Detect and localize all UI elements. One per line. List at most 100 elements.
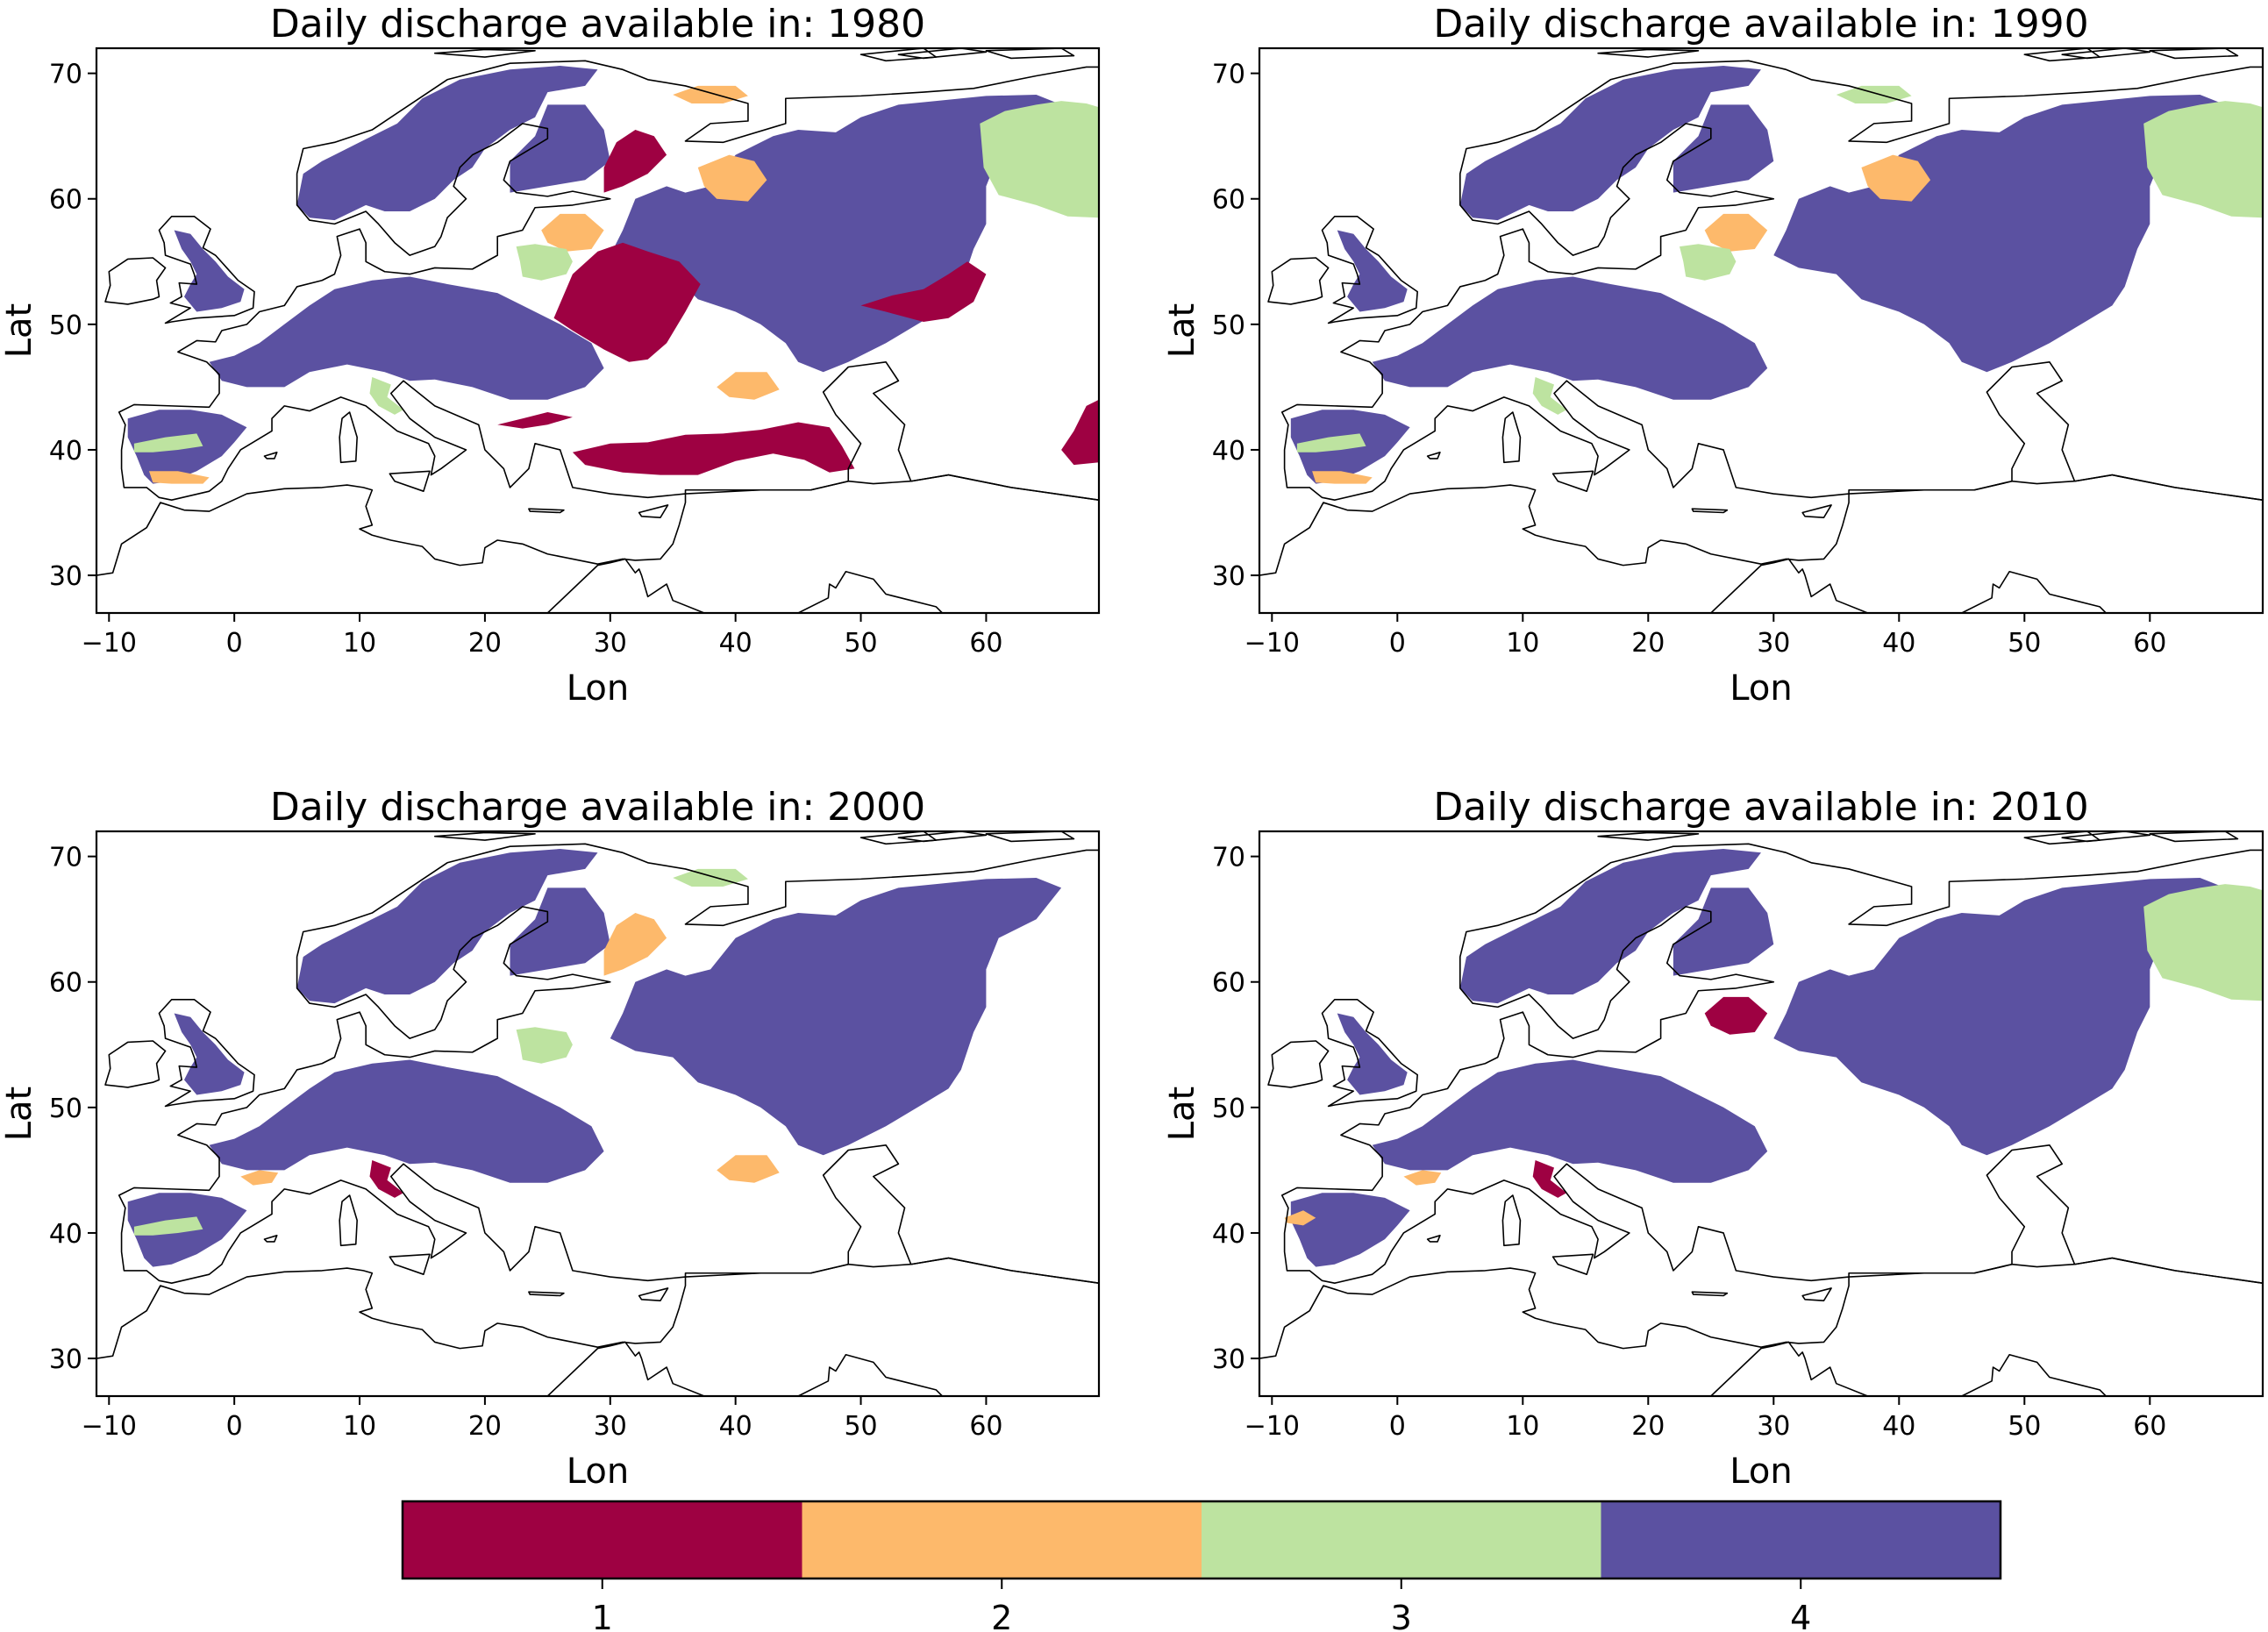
region-east-edge-basin (1061, 399, 1099, 466)
region-italy-basin (369, 1160, 403, 1198)
region-central-europe-basin (1372, 1059, 1768, 1183)
region-finland-part (1672, 104, 1774, 193)
colorbar: 1 2 3 4 (401, 1500, 2002, 1632)
x-tick-label: 10 (1506, 628, 1539, 659)
x-tick-label: 50 (844, 1411, 877, 1442)
y-tick-label: 70 (1212, 843, 1245, 873)
region-karelia-basin (603, 130, 667, 193)
region-scandinavia-baltic-basin (296, 849, 598, 1004)
x-tick-label: 20 (1631, 1411, 1665, 1442)
y-tick-label: 70 (49, 60, 82, 90)
region-italy-basin (1532, 1160, 1567, 1198)
x-tick-label: 0 (226, 628, 243, 659)
colorbar-tick-label: 2 (991, 1599, 1012, 1632)
x-tick-label: 30 (1757, 1411, 1790, 1442)
x-tick-label: 30 (594, 1411, 627, 1442)
x-tick-label: 0 (226, 1411, 243, 1442)
region-west-siberia-basin (980, 101, 1099, 218)
colorbar-segment-3 (1202, 1501, 1601, 1579)
region-anatolia-basin (572, 422, 855, 475)
x-tick-label: 10 (343, 628, 376, 659)
colorbar-tick-label: 3 (1391, 1599, 1412, 1632)
region-finland-part (1672, 887, 1774, 976)
x-tick-label: 10 (343, 1411, 376, 1442)
x-tick-label: 20 (1631, 628, 1665, 659)
x-axis-label: Lon (1730, 1451, 1792, 1492)
region-scandinavia-baltic-basin (1459, 849, 1761, 1004)
region-scandinavia-baltic-basin (1459, 66, 1761, 221)
y-tick-label: 30 (1212, 1344, 1245, 1375)
map-panel-3: −10 0 10 20 30 40 50 60 30 40 50 60 70 Daily discharg… (0, 785, 1101, 1492)
x-tick-label: −10 (82, 1411, 137, 1442)
region-belarus-basin (516, 244, 573, 281)
x-tick-label: 20 (468, 628, 502, 659)
y-tick-label: 70 (1212, 60, 1245, 90)
region-italy-basin (1532, 377, 1567, 415)
region-lower-danube-basin (497, 412, 573, 429)
x-tick-label: 30 (1757, 628, 1790, 659)
region-northern-dvina-basin (1861, 154, 1931, 202)
axes-frame (95, 830, 1101, 1398)
region-belarus-basin (1680, 244, 1737, 281)
y-axis-label: Lat (1162, 1087, 1202, 1141)
region-iberian-west-basin (1284, 1210, 1316, 1226)
colorbar-segment-1 (403, 1501, 802, 1579)
x-tick-label: 50 (844, 628, 877, 659)
x-tick-label: 50 (2008, 1411, 2041, 1442)
x-tick-label: 30 (594, 628, 627, 659)
x-tick-label: −10 (1245, 1411, 1300, 1442)
region-karelia-basin (603, 913, 667, 976)
region-france-south-basin (240, 1170, 279, 1186)
y-tick-label: 30 (49, 561, 82, 592)
y-tick-label: 50 (1212, 1094, 1245, 1124)
region-kola-basin (1836, 85, 1912, 103)
y-tick-label: 60 (1212, 968, 1245, 999)
y-tick-label: 40 (1212, 1219, 1245, 1250)
region-caucasus-basin (717, 372, 780, 400)
x-tick-label: 40 (1882, 1411, 1915, 1442)
panel-title: Daily discharge available in: 1980 (270, 2, 925, 46)
y-tick-label: 60 (49, 968, 82, 999)
x-tick-label: 50 (2008, 628, 2041, 659)
map-panel-4: −10 0 10 20 30 40 50 60 30 40 50 60 70 Daily discharg… (1162, 785, 2264, 1492)
region-belarus-basin (516, 1027, 573, 1064)
region-west-siberia-basin (2143, 884, 2263, 1001)
region-finland-part (510, 887, 610, 976)
x-tick-label: 10 (1506, 1411, 1539, 1442)
panel-title: Daily discharge available in: 2010 (1433, 785, 2088, 830)
region-dnieper-basin (553, 242, 701, 362)
x-tick-label: 40 (719, 628, 752, 659)
region-iberian-center-basin (1296, 433, 1366, 453)
axes-frame (1258, 46, 2264, 615)
x-tick-label: 0 (1389, 1411, 1406, 1442)
y-axis-label: Lat (1162, 303, 1202, 358)
colorbar-segment-4 (1601, 1501, 2001, 1579)
x-tick-label: 40 (1882, 628, 1915, 659)
region-central-europe-basin (1372, 276, 1768, 400)
x-tick-label: 0 (1389, 628, 1406, 659)
region-kola-basin (673, 868, 748, 887)
region-scandinavia-baltic-basin (296, 66, 598, 221)
y-tick-label: 30 (1212, 561, 1245, 592)
axes-frame (95, 46, 1101, 615)
region-kola-basin (673, 85, 748, 103)
y-axis-label: Lat (0, 303, 39, 358)
region-italy-basin (369, 377, 403, 415)
y-tick-label: 40 (49, 436, 82, 467)
x-tick-label: 60 (2133, 1411, 2166, 1442)
region-british-isles-basins (1337, 230, 1408, 312)
y-tick-label: 70 (49, 843, 82, 873)
x-axis-label: Lon (567, 1451, 629, 1492)
axes-frame (1258, 830, 2264, 1398)
x-axis-label: Lon (567, 668, 629, 709)
region-iberian-south-basin (1312, 471, 1373, 484)
x-tick-label: −10 (82, 628, 137, 659)
colorbar-tick-label: 1 (592, 1599, 613, 1632)
colorbar-tick-label: 4 (1790, 1599, 1811, 1632)
y-tick-label: 30 (49, 1344, 82, 1375)
y-tick-label: 40 (1212, 436, 1245, 467)
panel-title: Daily discharge available in: 2000 (270, 785, 925, 830)
region-baltic-states-basin (1704, 213, 1768, 252)
colorbar-segment-2 (802, 1501, 1202, 1579)
y-axis-label: Lat (0, 1087, 39, 1141)
